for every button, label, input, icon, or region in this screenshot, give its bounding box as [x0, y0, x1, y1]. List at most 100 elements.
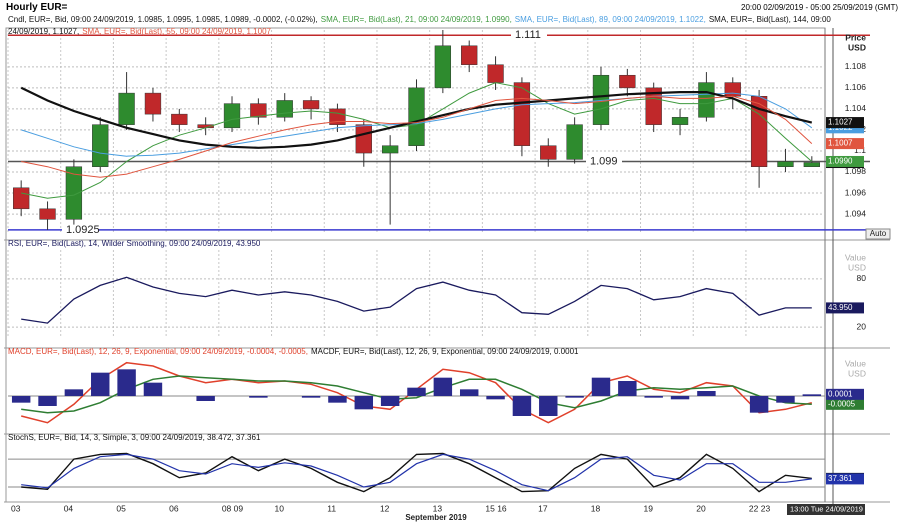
line-label-bg	[62, 223, 98, 235]
histogram-bar	[407, 387, 426, 396]
axis-title: Value	[845, 358, 866, 368]
candle-body	[250, 103, 267, 118]
legend-entry: MACD, EUR=, Bid(Last), 12, 26, 9, Expone…	[8, 347, 308, 356]
axis-title: USD	[848, 368, 866, 378]
series-line	[21, 452, 812, 493]
x-tick-label: 12	[380, 503, 390, 513]
x-tick-label: 04	[64, 503, 74, 513]
histogram-bar	[143, 382, 163, 396]
candle-body	[65, 166, 83, 220]
candle-body	[39, 208, 56, 220]
candle-body	[671, 117, 689, 125]
y-tick-label: 20	[857, 321, 867, 331]
histogram-bar	[565, 396, 584, 398]
candle-body	[171, 113, 188, 125]
series-line	[21, 276, 812, 324]
y-tick-label: 1.104	[845, 103, 867, 113]
candle-body	[566, 124, 583, 160]
histogram-bar	[117, 369, 136, 396]
line-label-bg	[511, 29, 547, 41]
x-tick-label: 03	[11, 503, 21, 513]
histogram-bar	[38, 396, 57, 406]
histogram-bar	[91, 372, 110, 396]
candle-body	[355, 124, 372, 154]
last-value-label: 1.1027	[828, 118, 853, 127]
y-tick-label: 1.096	[845, 187, 867, 197]
axis-title: Value	[845, 252, 866, 262]
histogram-bar	[697, 391, 716, 396]
last-value-label: 37.361	[828, 474, 853, 483]
candle-body	[777, 161, 794, 167]
x-tick-label: 10	[275, 503, 285, 513]
x-tick-label: 08 09	[222, 503, 244, 513]
histogram-bar	[776, 396, 795, 403]
histogram-bar	[486, 396, 505, 400]
candle-body	[302, 100, 320, 110]
auto-button-label: Auto	[870, 229, 887, 238]
last-value-label: -0.0005	[828, 399, 856, 408]
histogram-bar	[802, 394, 822, 396]
histogram-bar	[196, 396, 215, 401]
candle-body	[276, 100, 293, 118]
chart-title: Hourly EUR=	[6, 2, 68, 13]
axis-title: USD	[848, 262, 866, 272]
y-tick-label: 80	[857, 273, 867, 283]
y-tick-label: 1.1	[854, 145, 866, 155]
last-value-box	[826, 302, 864, 314]
series-line	[21, 95, 813, 178]
series-line	[21, 375, 812, 414]
x-tick-label: 15 16	[485, 503, 507, 513]
cursor-time: 13:00 Tue 24/09/2019	[790, 504, 863, 513]
histogram-bar	[249, 396, 268, 398]
histogram-bar	[644, 396, 663, 398]
histogram-bar	[354, 396, 374, 410]
candle-body	[92, 124, 109, 167]
histogram-bar	[459, 389, 479, 396]
candle-body	[408, 87, 425, 146]
legend-entry: MACDF, EUR=, Bid(Last), 12, 26, 9, Expon…	[310, 347, 579, 356]
histogram-bar	[380, 396, 400, 406]
histogram-bar	[670, 396, 690, 400]
legend-entry: SMA, EUR=, Bid(Last), 89, 09:00 24/09/20…	[514, 15, 706, 24]
histogram-bar	[591, 377, 611, 396]
last-value-box	[826, 473, 864, 485]
candle-body	[223, 103, 241, 129]
legend: Cndl, EUR=, Bid, 09:00 24/09/2019, 1.098…	[8, 14, 848, 38]
legend: StochS, EUR=, Bid, 14, 3, Simple, 3, 09:…	[8, 432, 848, 444]
histogram-bar	[11, 396, 31, 403]
y-tick-label: 1.106	[845, 82, 867, 92]
x-tick-label: 13	[433, 503, 443, 513]
histogram-bar	[64, 389, 84, 396]
last-value-box	[826, 138, 864, 150]
candle-body	[540, 145, 557, 160]
candle-body	[513, 82, 531, 146]
histogram-bar	[328, 396, 347, 403]
x-tick-label: 19	[644, 503, 654, 513]
time-range: 20:00 02/09/2019 - 05:00 25/09/2019 (GMT…	[741, 3, 898, 12]
auto-button[interactable]	[865, 228, 891, 240]
last-value-label: 0.0001	[828, 389, 853, 398]
candle-body	[698, 82, 715, 118]
candle-body	[487, 64, 504, 83]
x-tick-label: 20	[696, 503, 706, 513]
candle-body	[144, 92, 162, 115]
last-value-label: 1.1007	[828, 139, 853, 148]
last-value-box	[826, 117, 864, 129]
y-tick-label: 1.098	[845, 166, 867, 176]
candle-body	[381, 145, 399, 154]
legend-entry: SMA, EUR=, Bid(Last), 144, 09:00 24/09/2…	[8, 15, 831, 36]
y-tick-label: 1.094	[845, 208, 867, 218]
x-tick-label: 05	[116, 503, 126, 513]
x-tick-label: 17	[538, 503, 548, 513]
x-tick-label: 11	[327, 503, 336, 513]
histogram-bar	[512, 396, 532, 416]
legend-entry: SMA, EUR=, Bid(Last), 21, 09:00 24/09/20…	[320, 15, 512, 24]
x-axis-title: September 2019	[405, 513, 467, 522]
last-value-label: 43.950	[828, 303, 853, 312]
series-line	[21, 92, 813, 157]
legend-entry: Cndl, EUR=, Bid, 09:00 24/09/2019, 1.098…	[8, 15, 318, 24]
candle-body	[461, 45, 478, 65]
legend-entry: SMA, EUR=, Bid(Last), 55, 09:00 24/09/20…	[82, 27, 271, 36]
